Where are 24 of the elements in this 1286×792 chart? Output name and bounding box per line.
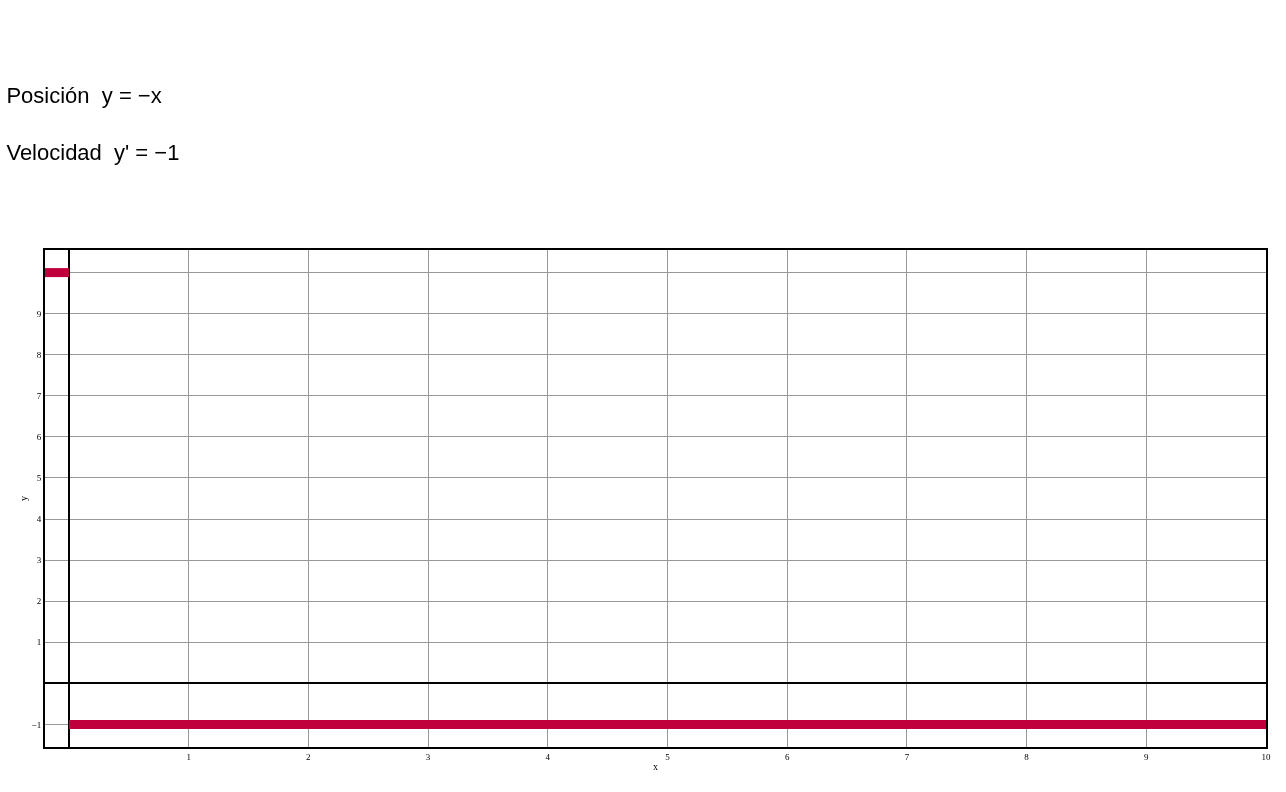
- y-tick-label: −1: [31, 719, 42, 730]
- x-tick-label: 1: [186, 751, 191, 762]
- x-tick-label: 4: [545, 751, 551, 762]
- x-tick-label: 9: [1144, 751, 1150, 762]
- y-tick-label: 5: [36, 473, 42, 484]
- x-tick-label: 2: [306, 751, 311, 762]
- x-tick-label: 3: [425, 751, 431, 762]
- y-tick-label: 8: [36, 349, 42, 360]
- y-tick-label: 4: [36, 514, 42, 525]
- y-tick-label: 1: [36, 637, 42, 648]
- y-tick-label: 6: [36, 432, 42, 443]
- y-tick-label: 2: [36, 596, 42, 607]
- x-tick-label: 7: [904, 751, 910, 762]
- x-tick-label: 8: [1024, 751, 1030, 762]
- y-tick-label: 3: [36, 555, 42, 566]
- x-tick-label: 10: [1261, 751, 1271, 762]
- x-axis-title: x: [653, 760, 658, 772]
- y-tick-label: 9: [36, 308, 42, 319]
- y-tick-label: 7: [36, 390, 42, 401]
- y-axis-title: y: [18, 496, 30, 501]
- chart-title: Posición y = −x: [6, 82, 162, 108]
- chart-subtitle: Velocidad y' = −1: [6, 140, 180, 166]
- x-tick-label: 6: [784, 751, 790, 762]
- x-tick-label: 5: [665, 751, 671, 762]
